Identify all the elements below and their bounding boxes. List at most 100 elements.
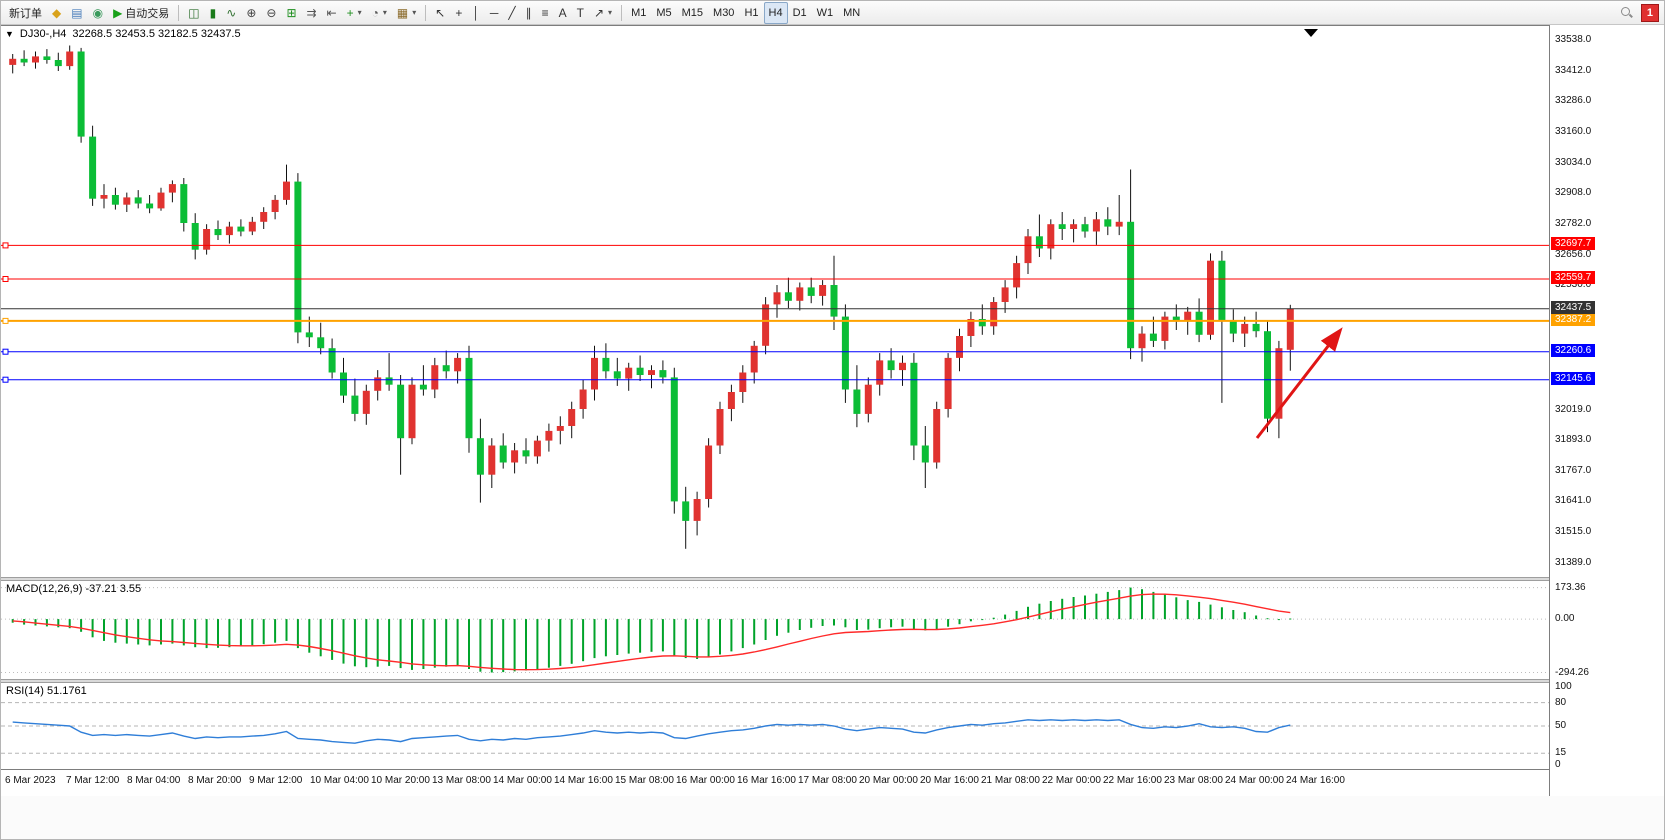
price-tick: 32656.0 bbox=[1555, 248, 1592, 260]
time-axis-label: 15 Mar 08:00 bbox=[615, 775, 674, 786]
toolbar-button-label: 自动交易 bbox=[125, 7, 170, 20]
timeframe-m30-button[interactable]: M30 bbox=[708, 2, 739, 24]
price-line-label: 32145.6 bbox=[1551, 371, 1596, 385]
price-tick: 33034.0 bbox=[1555, 156, 1592, 168]
toolbar-button-label: H1 bbox=[744, 6, 759, 19]
time-axis-label: 22 Mar 00:00 bbox=[1042, 775, 1101, 786]
chart-shift-icon[interactable]: ⇤ bbox=[322, 2, 342, 24]
candlestick-chart-icon[interactable]: ▮ bbox=[205, 2, 222, 24]
rsi-tick: 80 bbox=[1555, 696, 1567, 708]
time-axis[interactable]: 6 Mar 2023 7 Mar 12:00 8 Mar 04:00 8 Mar 20… bbox=[1, 769, 1549, 796]
zoom-out-icon[interactable]: ⊖ bbox=[261, 2, 281, 24]
chart-ohlc-values: 32268.5 32453.5 32182.5 32437.5 bbox=[72, 28, 241, 40]
toolbar-button-label: M5 bbox=[656, 6, 672, 19]
timeframe-d1-button[interactable]: D1 bbox=[788, 2, 812, 24]
toolbar-separator bbox=[425, 4, 427, 21]
price-line-label: 32387.2 bbox=[1551, 312, 1596, 326]
price-tick: 32019.0 bbox=[1555, 403, 1592, 415]
vertical-line-icon[interactable]: │ bbox=[467, 2, 485, 24]
timeframe-m1-button[interactable]: M1 bbox=[626, 2, 651, 24]
time-axis-label: 10 Mar 04:00 bbox=[310, 775, 369, 786]
price-line-label: 32260.6 bbox=[1551, 343, 1596, 357]
price-tick: 31389.0 bbox=[1555, 556, 1592, 568]
text-label-icon[interactable]: T bbox=[572, 2, 589, 24]
price-line-handle bbox=[2, 376, 9, 383]
time-axis-label: 13 Mar 08:00 bbox=[432, 775, 491, 786]
current-price-label: 32437.5 bbox=[1551, 300, 1596, 314]
timeframe-h1-button[interactable]: H1 bbox=[739, 2, 763, 24]
chart-window: ▼ DJ30-,H4 32268.5 32453.5 32182.5 32437… bbox=[1, 25, 1664, 839]
arrows-icon[interactable]: ↗ ▾ bbox=[589, 2, 617, 24]
chart-menu-arrow-icon[interactable]: ▼ bbox=[5, 29, 14, 39]
search-icon[interactable] bbox=[1620, 6, 1633, 19]
timeframe-w1-button[interactable]: W1 bbox=[812, 2, 839, 24]
text-icon[interactable]: A bbox=[554, 2, 572, 24]
macd-tick: -294.26 bbox=[1555, 666, 1589, 678]
trendline-icon[interactable]: ╱ bbox=[503, 2, 520, 24]
trend-arrow-annotation[interactable] bbox=[1255, 327, 1343, 439]
periods-icon[interactable]: ◔ ▾ bbox=[367, 2, 392, 24]
new-chart-icon[interactable]: ◆ bbox=[47, 2, 66, 24]
horizontal-lines[interactable] bbox=[1, 242, 1549, 383]
indicators-icon[interactable]: + ▾ bbox=[342, 2, 367, 24]
cursor-icon-glyph: ↖ bbox=[435, 5, 446, 20]
time-axis-label: 7 Mar 12:00 bbox=[66, 775, 120, 786]
price-tick: 32782.0 bbox=[1555, 217, 1592, 229]
rsi-tick: 100 bbox=[1555, 681, 1572, 692]
time-axis-label: 9 Mar 12:00 bbox=[249, 775, 303, 786]
chart-title: ▼ DJ30-,H4 32268.5 32453.5 32182.5 32437… bbox=[5, 28, 241, 40]
toolbar-button-label: 新订单 bbox=[9, 7, 42, 20]
time-axis-label: 14 Mar 00:00 bbox=[493, 775, 552, 786]
toolbar-separator bbox=[178, 4, 180, 21]
channel-icon[interactable]: ∥ bbox=[521, 2, 537, 24]
fibonacci-icon-glyph: ≡ bbox=[541, 5, 549, 20]
chart-shift-marker[interactable] bbox=[1304, 29, 1318, 37]
timeframe-mn-button[interactable]: MN bbox=[838, 2, 865, 24]
auto-trading-button[interactable]: ▶ 自动交易 bbox=[108, 2, 174, 24]
navigator-icon[interactable]: ◉ bbox=[88, 2, 108, 24]
time-axis-label: 22 Mar 16:00 bbox=[1103, 775, 1162, 786]
line-chart-icon[interactable]: ∿ bbox=[221, 2, 241, 24]
price-axis[interactable]: 33538.0 33412.0 33286.0 33160.0 33034.0 32908… bbox=[1549, 25, 1664, 796]
timeframe-m15-button[interactable]: M15 bbox=[677, 2, 708, 24]
toolbar: 新订单 ◆ ▤ ◉ ▶ 自动交易 ◫ ▮ ∿ ⊕ ⊖ ⊞ ⇉ ⇤ + ▾ ◔ ▾ ▦ ▾ ↖ + │ ─ ╱ ∥ ≡ A T ↗ ▾ M1 M5… bbox=[1, 1, 1664, 25]
time-axis-label: 24 Mar 16:00 bbox=[1286, 775, 1345, 786]
rsi-tick: 0 bbox=[1555, 759, 1561, 770]
price-tick: 33412.0 bbox=[1555, 64, 1592, 76]
fibonacci-icon[interactable]: ≡ bbox=[537, 2, 554, 24]
pane-splitter[interactable] bbox=[1, 577, 1664, 581]
rsi-canvas[interactable]: RSI(14) 51.1761 bbox=[1, 683, 1549, 769]
price-line-label: 32697.7 bbox=[1551, 237, 1596, 251]
time-axis-label: 21 Mar 08:00 bbox=[981, 775, 1040, 786]
tile-windows-icon[interactable]: ⊞ bbox=[281, 2, 301, 24]
bar-chart-icon[interactable]: ◫ bbox=[183, 2, 204, 24]
new-order-button[interactable]: 新订单 bbox=[4, 2, 47, 24]
zoom-in-icon[interactable]: ⊕ bbox=[241, 2, 261, 24]
crosshair-icon[interactable]: + bbox=[450, 2, 467, 24]
zoom-in-icon-glyph: ⊕ bbox=[246, 5, 257, 20]
trendline-icon-glyph: ╱ bbox=[508, 5, 516, 20]
price-tick: 33538.0 bbox=[1555, 34, 1592, 46]
toolbar-groups: 新订单 ◆ ▤ ◉ ▶ 自动交易 ◫ ▮ ∿ ⊕ ⊖ ⊞ ⇉ ⇤ + ▾ ◔ ▾ ▦ ▾ ↖ + │ ─ ╱ ∥ ≡ A T ↗ ▾ M1 M5… bbox=[4, 1, 865, 24]
price-line-handle bbox=[2, 317, 9, 324]
auto-scroll-icon[interactable]: ⇉ bbox=[302, 2, 322, 24]
timeframe-m5-button[interactable]: M5 bbox=[651, 2, 676, 24]
price-tick: 32530.0 bbox=[1555, 279, 1592, 291]
bar-chart-icon-glyph: ◫ bbox=[188, 5, 200, 20]
toolbar-button-label: MN bbox=[843, 6, 861, 19]
toolbar-right: 1 bbox=[1620, 3, 1663, 22]
horizontal-line-icon[interactable]: ─ bbox=[485, 2, 504, 24]
cursor-icon[interactable]: ↖ bbox=[430, 2, 450, 24]
templates-icon[interactable]: ▦ ▾ bbox=[392, 2, 421, 24]
price-tick: 31641.0 bbox=[1555, 495, 1592, 507]
timeframe-h4-button[interactable]: H4 bbox=[763, 1, 788, 24]
macd-canvas[interactable]: MACD(12,26,9) -37.21 3.55 bbox=[1, 581, 1549, 679]
market-watch-icon[interactable]: ▤ bbox=[66, 2, 87, 24]
chart-symbol-label: DJ30-,H4 bbox=[19, 28, 67, 40]
notification-badge[interactable]: 1 bbox=[1640, 3, 1659, 22]
text-label-icon-glyph: T bbox=[576, 5, 584, 20]
time-axis-label: 8 Mar 20:00 bbox=[188, 775, 242, 786]
pane-splitter[interactable] bbox=[1, 679, 1664, 683]
main-chart-canvas[interactable] bbox=[1, 25, 1549, 578]
